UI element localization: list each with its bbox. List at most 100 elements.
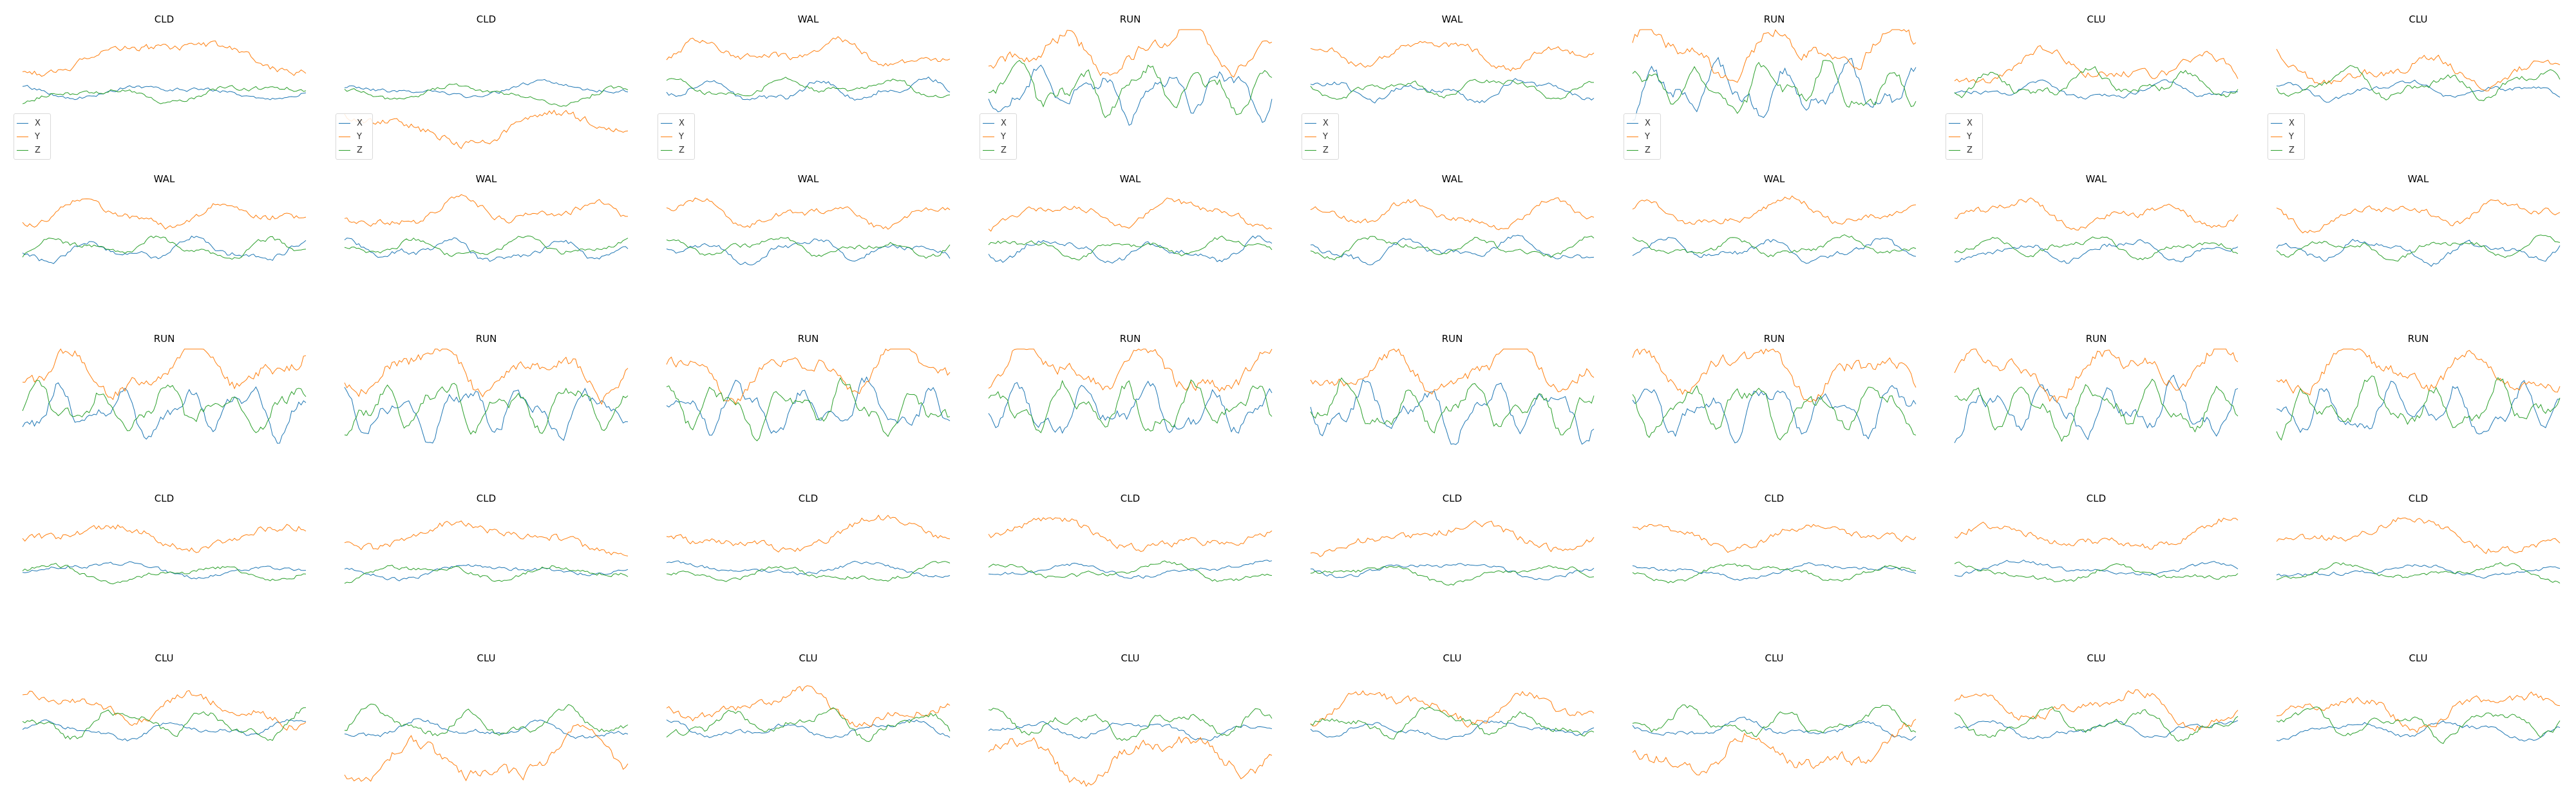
panel-title: CLD <box>1442 493 1463 504</box>
legend-label: Z <box>2289 146 2295 155</box>
legend-entry: Y <box>983 130 1016 144</box>
legend-entry: X <box>983 117 1016 130</box>
series-line-y <box>22 198 307 230</box>
panel-plot <box>1632 524 1917 583</box>
legend-label: Z <box>679 146 685 155</box>
legend-label: Z <box>1967 146 1973 155</box>
chart-panel: RUN X Y Z <box>980 5 1273 160</box>
series-line-z <box>666 561 951 582</box>
legend-swatch <box>661 123 672 124</box>
series-line-z <box>2276 706 2561 744</box>
series-line-x <box>1632 236 1917 264</box>
panel-plot <box>988 348 1273 434</box>
series-line-x <box>1954 374 2239 443</box>
chart-panel: CLU X Y Z <box>1946 5 2239 160</box>
series-line-x <box>344 79 629 99</box>
series-line-z <box>2276 375 2561 441</box>
series-line-y <box>22 524 307 553</box>
panel-title: WAL <box>1119 173 1141 185</box>
series-line-y <box>988 348 1273 392</box>
panel-plot <box>22 348 307 444</box>
panel-title: CLD <box>154 493 175 504</box>
panel-title: CLD <box>2408 493 2429 504</box>
legend-entry: Z <box>1949 144 1982 157</box>
panel-title: WAL <box>2407 173 2429 185</box>
chart-panel: CLD <box>1632 484 1917 639</box>
panel-title: CLU <box>477 652 496 664</box>
legend-label: X <box>1323 118 1329 128</box>
series-line-y <box>988 197 1273 232</box>
series-line-y <box>1954 45 2239 84</box>
panel-plot <box>2276 199 2561 267</box>
panel-plot <box>666 515 951 582</box>
chart-panel: WAL X Y Z <box>658 5 951 160</box>
legend-entry: X <box>1305 117 1338 130</box>
panel-title: WAL <box>2085 173 2107 185</box>
series-line-x <box>1310 563 1595 580</box>
panel-plot <box>1954 348 2239 443</box>
panel-plot <box>988 197 1273 264</box>
legend-entry: Z <box>2271 144 2304 157</box>
series-line-x <box>22 561 307 580</box>
legend-swatch <box>339 123 350 124</box>
series-line-y <box>22 348 307 401</box>
series-line-x <box>988 721 1273 741</box>
series-line-z <box>1954 66 2239 99</box>
legend-entry: X <box>17 117 50 130</box>
series-line-x <box>2276 79 2561 103</box>
panel-plot <box>1954 689 2239 742</box>
series-line-x <box>666 376 951 436</box>
chart-panel: RUN <box>666 325 951 479</box>
legend-entry: X <box>1949 117 1982 130</box>
series-line-x <box>1954 79 2239 100</box>
legend-entry: Y <box>1305 130 1338 144</box>
series-line-y <box>1954 517 2239 550</box>
series-line-z <box>666 77 951 99</box>
series-line-y <box>344 348 629 405</box>
legend-entry: Z <box>1627 144 1660 157</box>
series-line-y <box>344 520 629 556</box>
series-line-z <box>22 563 307 585</box>
panel-plot <box>1310 348 1595 445</box>
panel-title: CLU <box>1765 652 1784 664</box>
chart-panel: RUN <box>1632 325 1917 479</box>
chart-panel: CLD <box>1954 484 2239 639</box>
series-line-y <box>2276 517 2561 554</box>
series-line-z <box>666 377 951 442</box>
legend-swatch <box>17 150 28 151</box>
legend-swatch <box>1627 150 1638 151</box>
panel-title: CLU <box>2409 14 2428 25</box>
panel-plot <box>344 520 629 584</box>
series-line-y <box>1632 524 1917 553</box>
panel-plot <box>1310 520 1595 586</box>
legend-swatch <box>1627 123 1638 124</box>
series-line-z <box>1632 234 1917 258</box>
chart-panel: CLU <box>666 644 951 799</box>
series-line-x <box>988 560 1273 579</box>
panel-plot <box>1632 29 1917 121</box>
panel-title: WAL <box>1763 173 1785 185</box>
legend-entry: Y <box>17 130 50 144</box>
legend-label: Z <box>35 146 41 155</box>
chart-panel: CLU <box>988 644 1273 799</box>
series-line-z <box>344 83 629 107</box>
series-line-z <box>1632 705 1917 737</box>
legend-entry: Y <box>1949 130 1982 144</box>
series-line-x <box>1632 384 1917 444</box>
legend-label: Y <box>35 132 40 142</box>
panel-title: CLU <box>2409 652 2428 664</box>
series-line-y <box>1310 41 1595 72</box>
legend-entry: Z <box>17 144 50 157</box>
series-line-z <box>344 703 629 737</box>
legend-label: X <box>2289 118 2295 128</box>
series-line-x <box>666 719 951 739</box>
series-line-z <box>1632 385 1917 440</box>
series-line-x <box>988 64 1273 126</box>
chart-panel: RUN <box>344 325 629 479</box>
series-line-x <box>344 718 629 739</box>
chart-panel: WAL <box>988 165 1273 319</box>
